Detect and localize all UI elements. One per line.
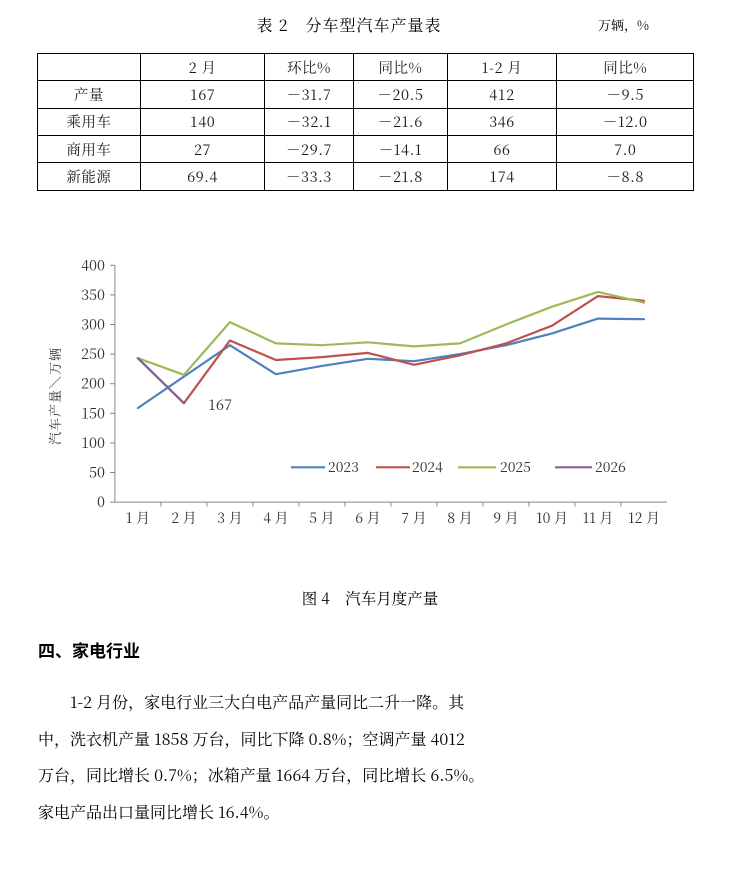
svg-text:400: 400 — [81, 255, 105, 275]
svg-text:2024: 2024 — [412, 457, 443, 477]
svg-text:300: 300 — [81, 314, 105, 335]
svg-text:350: 350 — [81, 284, 105, 305]
svg-text:250: 250 — [81, 343, 105, 364]
svg-text:200: 200 — [81, 373, 105, 394]
svg-text:2025: 2025 — [500, 457, 531, 477]
svg-text:150: 150 — [81, 402, 105, 423]
svg-text:2023: 2023 — [328, 457, 359, 477]
svg-text:8 月: 8 月 — [447, 508, 472, 528]
svg-text:100: 100 — [81, 432, 105, 453]
svg-text:7 月: 7 月 — [401, 508, 426, 528]
svg-text:167: 167 — [208, 394, 232, 415]
svg-text:5 月: 5 月 — [309, 508, 334, 528]
svg-text:2026: 2026 — [595, 457, 626, 477]
svg-text:10 月: 10 月 — [536, 508, 568, 528]
svg-text:4 月: 4 月 — [263, 508, 288, 528]
svg-text:12 月: 12 月 — [628, 508, 660, 528]
svg-text:0: 0 — [97, 491, 105, 512]
svg-text:6 月: 6 月 — [355, 508, 380, 528]
svg-text:9 月: 9 月 — [493, 508, 518, 528]
svg-text:11 月: 11 月 — [583, 508, 614, 528]
svg-text:2 月: 2 月 — [171, 508, 196, 528]
svg-text:3 月: 3 月 — [217, 508, 242, 528]
svg-text:1 月: 1 月 — [126, 508, 150, 528]
svg-text:50: 50 — [89, 462, 105, 483]
